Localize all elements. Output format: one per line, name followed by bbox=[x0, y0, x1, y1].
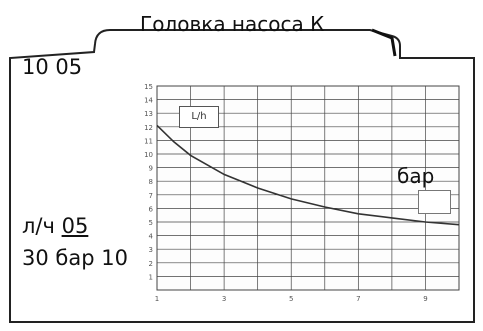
legend-entry-l-h: L/h bbox=[179, 106, 219, 128]
y-tick-label: 10 bbox=[144, 151, 153, 159]
top-left-label: 10 05 bbox=[22, 55, 83, 79]
x-tick-label: 9 bbox=[423, 295, 427, 303]
y-tick-label: 2 bbox=[149, 260, 153, 268]
page-title: Головка насоса К bbox=[140, 12, 325, 36]
x-axis-ticks: 1 3 5 7 9 bbox=[155, 295, 428, 303]
y-tick-label: 3 bbox=[149, 246, 153, 254]
x-tick-label: 3 bbox=[222, 295, 226, 303]
y-tick-label: 12 bbox=[144, 124, 153, 132]
y-tick-label: 11 bbox=[144, 137, 153, 145]
y-tick-label: 4 bbox=[149, 233, 154, 241]
series-line-l-h bbox=[156, 124, 460, 226]
flow-unit-value: 05 bbox=[61, 214, 89, 238]
flow-unit-prefix: л/ч bbox=[22, 214, 62, 238]
y-tick-label: 14 bbox=[144, 97, 153, 105]
flow-unit-label: л/ч 05 bbox=[22, 214, 88, 238]
bottom-label: 30 бар 10 bbox=[22, 246, 128, 270]
y-tick-label: 5 bbox=[149, 219, 153, 227]
small-value-box bbox=[418, 190, 451, 214]
y-tick-label: 1 bbox=[149, 273, 153, 281]
y-tick-label: 8 bbox=[149, 178, 153, 186]
x-tick-label: 5 bbox=[289, 295, 293, 303]
y-tick-label: 9 bbox=[149, 165, 153, 173]
y-tick-label: 15 bbox=[144, 83, 153, 91]
y-tick-label: 7 bbox=[149, 192, 153, 200]
y-tick-label: 6 bbox=[149, 205, 154, 213]
pressure-unit-label: бар bbox=[397, 164, 435, 188]
y-tick-label: 13 bbox=[144, 110, 153, 118]
x-tick-label: 7 bbox=[356, 295, 360, 303]
x-tick-label: 1 bbox=[155, 295, 159, 303]
